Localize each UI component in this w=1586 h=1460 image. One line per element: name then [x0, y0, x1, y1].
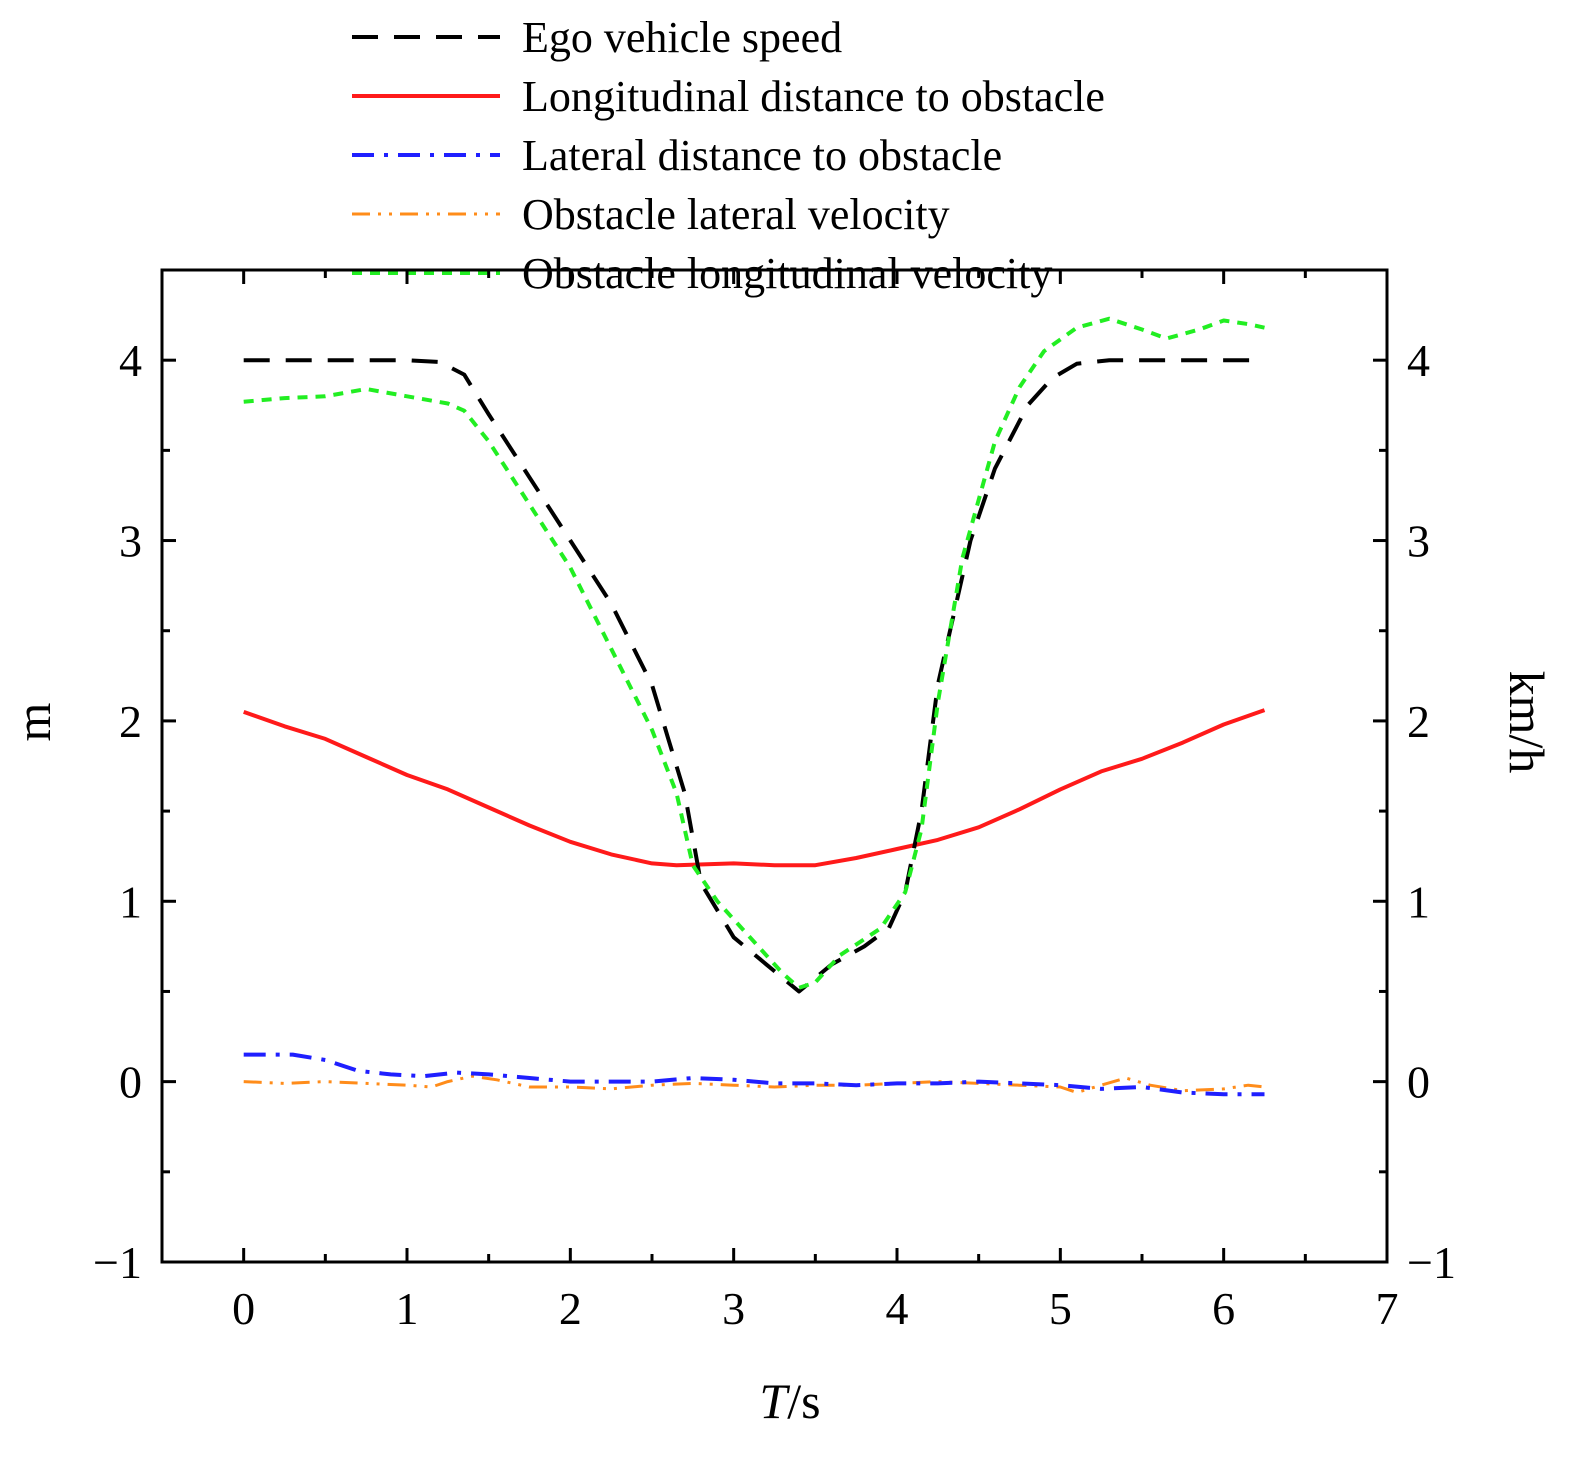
y-tick-label-left: 2 [119, 696, 142, 747]
y-tick-label-left: 3 [119, 516, 142, 567]
y-tick-label-left: −1 [93, 1237, 142, 1288]
x-tick-label: 2 [559, 1283, 582, 1334]
legend-label: Lateral distance to obstacle [522, 131, 1002, 180]
x-tick-label: 4 [886, 1283, 909, 1334]
y-tick-label-right: 0 [1407, 1057, 1430, 1108]
y-axis-label-left: m [5, 702, 61, 741]
legend-label: Obstacle longitudinal velocity [522, 249, 1052, 298]
axis-ticks: 0 1 2 3 4 5 6 7−1 −10 01 12 23 34 4 [93, 268, 1456, 1334]
legend-label: Obstacle lateral velocity [522, 190, 950, 239]
y-tick-label-right: 2 [1407, 696, 1430, 747]
x-tick-label: 7 [1376, 1283, 1399, 1334]
x-tick-label: 5 [1049, 1283, 1072, 1334]
y-tick-label-left: 0 [119, 1057, 142, 1108]
y-tick-label-right: 4 [1407, 335, 1430, 386]
series-line-longitudinal-distance-to-obstacle [243, 708, 1266, 868]
series-line-obstacle-longitudinal-velocity [243, 316, 1265, 990]
series-line-ego-vehicle-speed [243, 358, 1265, 994]
series-line-lateral-distance-to-obstacle [243, 1052, 1265, 1097]
plot-frame [160, 268, 1389, 1264]
x-axis-label-variable: T [759, 1373, 790, 1429]
y-tick-label-right: −1 [1407, 1237, 1456, 1288]
y-tick-label-right: 1 [1407, 876, 1430, 927]
x-tick-label: 0 [232, 1283, 255, 1334]
x-axis-label: T/s [759, 1373, 820, 1429]
x-tick-label: 1 [396, 1283, 419, 1334]
series-line-obstacle-lateral-velocity [243, 1074, 1265, 1094]
legend-label: Longitudinal distance to obstacle [522, 72, 1105, 121]
x-tick-label: 6 [1212, 1283, 1235, 1334]
legend: Ego vehicle speed Longitudinal distance t… [352, 13, 1105, 298]
legend-label: Ego vehicle speed [522, 13, 842, 62]
x-tick-label: 3 [722, 1283, 745, 1334]
plot-area [243, 316, 1266, 1097]
y-tick-label-left: 4 [119, 335, 142, 386]
y-tick-label-right: 3 [1407, 516, 1430, 567]
x-axis-label-unit: /s [787, 1373, 820, 1429]
y-tick-label-left: 1 [119, 876, 142, 927]
y-axis-label-right: km/h [1499, 671, 1555, 774]
